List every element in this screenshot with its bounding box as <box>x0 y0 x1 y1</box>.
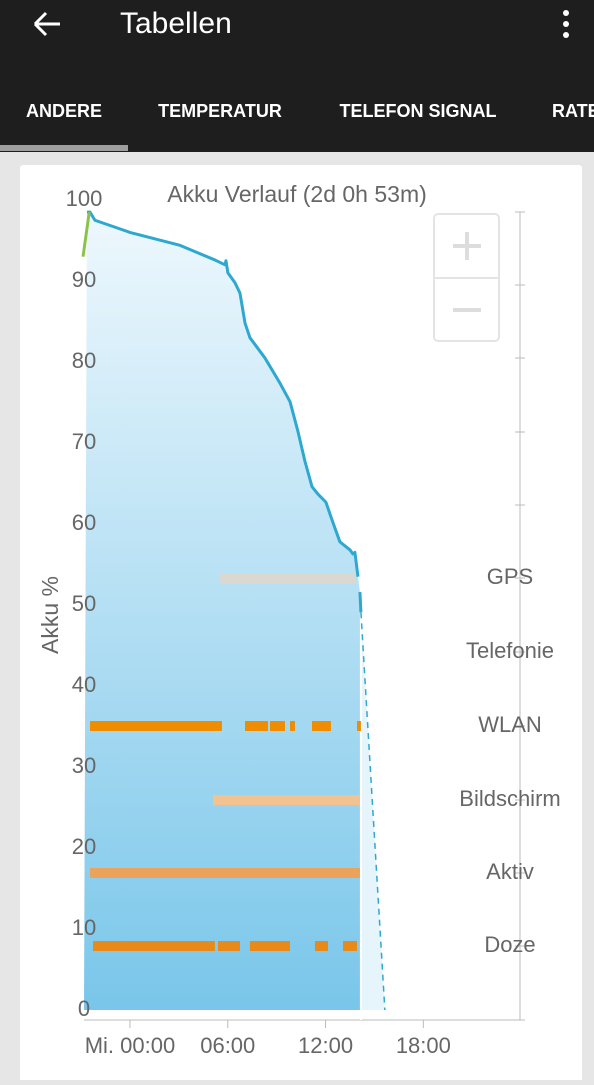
y-tick-label: 60 <box>72 510 96 535</box>
series-line <box>360 612 386 1011</box>
activity-segment <box>312 721 331 731</box>
y-tick-label: 80 <box>72 348 96 373</box>
x-tick-label: Mi. 00:00 <box>85 1033 176 1058</box>
y-axis-title: Akku % <box>37 576 63 654</box>
y-tick-label: 70 <box>72 429 96 454</box>
x-tick-label: 06:00 <box>200 1033 255 1058</box>
y-tick-label: 40 <box>72 672 96 697</box>
app-bar <box>0 0 594 152</box>
activity-segment <box>245 721 269 731</box>
tab-indicator <box>0 145 128 151</box>
app-title: Tabellen <box>120 7 232 40</box>
y-tick-label: 50 <box>72 591 96 616</box>
chart-title: Akku Verlauf (2d 0h 53m) <box>167 181 427 207</box>
activity-segment <box>249 941 291 951</box>
activity-label: GPS <box>487 564 533 589</box>
activity-labels: GPS Telefonie WLAN Bildschirm Aktiv Doze <box>459 564 560 957</box>
series-line <box>81 211 91 257</box>
activity-segment <box>92 941 215 951</box>
tab[interactable]: TEMPERATUR <box>158 101 282 121</box>
activity-segment <box>269 721 285 731</box>
series-line <box>86 210 360 577</box>
activity-segment <box>217 941 240 951</box>
activity-segment <box>90 721 222 731</box>
activity-segment <box>342 941 358 951</box>
activity-segment <box>212 795 360 805</box>
x-tick-label: 12:00 <box>298 1033 353 1058</box>
activity-label: Telefonie <box>466 638 554 663</box>
tab[interactable]: RATE <box>552 101 594 121</box>
activity-label: Doze <box>484 932 535 957</box>
series-line <box>358 591 363 613</box>
zoom-controls[interactable] <box>433 213 500 342</box>
y-tick-label: 90 <box>72 267 96 292</box>
x-tick-label: 18:00 <box>396 1033 451 1058</box>
activity-segment <box>219 573 355 583</box>
tab[interactable]: ANDERE <box>26 101 102 121</box>
activity-label: WLAN <box>478 712 542 737</box>
y-tick-label: 0 <box>78 996 90 1021</box>
y-tick-label: 20 <box>72 834 96 859</box>
y-tick-label: 100 <box>66 186 103 211</box>
tab[interactable]: TELEFON SIGNAL <box>340 101 497 121</box>
activity-label: Bildschirm <box>459 786 560 811</box>
activity-segment <box>290 721 295 731</box>
y-tick-label: 30 <box>72 753 96 778</box>
activity-segment <box>90 868 360 878</box>
y-tick-label: 10 <box>72 915 96 940</box>
activity-label: Aktiv <box>486 859 534 884</box>
right-axis-ticks <box>515 211 525 1021</box>
overflow-menu[interactable] <box>563 10 569 38</box>
activity-segment <box>357 721 361 731</box>
back-button[interactable] <box>33 11 60 37</box>
activity-segment <box>314 941 328 951</box>
